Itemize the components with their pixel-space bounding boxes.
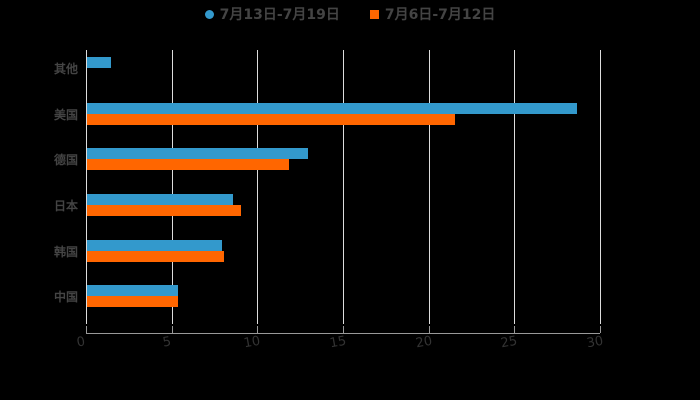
bar[interactable]: [87, 239, 223, 251]
gridline: [257, 50, 258, 324]
bar[interactable]: [87, 250, 225, 262]
x-tick-label: 20: [414, 333, 434, 352]
x-tick-label: 30: [585, 333, 605, 352]
legend-label: 7月6日-7月12日: [384, 7, 496, 23]
legend-item[interactable]: 7月6日-7月12日: [369, 4, 496, 24]
category-label: 美国: [53, 107, 78, 122]
circle-marker-icon: [204, 9, 214, 19]
gridline: [514, 50, 515, 324]
category-label: 中国: [53, 290, 78, 305]
bar[interactable]: [87, 193, 233, 205]
legend-item[interactable]: 7月13日-7月19日: [204, 4, 340, 24]
bar[interactable]: [87, 285, 178, 297]
x-tick-label: 0: [75, 334, 87, 351]
x-tick-label: 5: [161, 334, 173, 351]
category-label: 其他: [53, 61, 78, 76]
x-tick: [343, 326, 344, 333]
gridline: [86, 50, 87, 324]
bar[interactable]: [87, 159, 290, 171]
gridline: [429, 50, 430, 324]
x-tick: [514, 326, 515, 333]
legend-label: 7月13日-7月19日: [219, 7, 340, 23]
bar[interactable]: [87, 102, 577, 114]
category-label: 日本: [53, 198, 78, 213]
x-tick: [257, 326, 258, 333]
x-tick-label: 10: [242, 333, 262, 352]
plot-area: [86, 50, 601, 324]
gridline: [172, 50, 173, 324]
x-tick-label: 25: [499, 333, 519, 352]
x-tick: [172, 326, 173, 333]
x-tick: [86, 326, 87, 333]
gridline: [343, 50, 344, 324]
bar[interactable]: [87, 296, 178, 308]
category-label: 德国: [53, 153, 78, 168]
legend: 7月13日-7月19日 7月6日-7月12日: [0, 4, 700, 24]
x-tick: [600, 326, 601, 333]
bar[interactable]: [87, 204, 242, 216]
x-tick-label: 15: [328, 333, 348, 352]
x-axis-line: [86, 333, 600, 334]
square-marker-icon: [369, 9, 379, 19]
category-label: 韩国: [53, 244, 78, 259]
bar[interactable]: [87, 113, 456, 125]
bar[interactable]: [87, 56, 111, 68]
x-tick: [429, 326, 430, 333]
bar[interactable]: [87, 148, 309, 160]
gridline: [600, 50, 601, 324]
